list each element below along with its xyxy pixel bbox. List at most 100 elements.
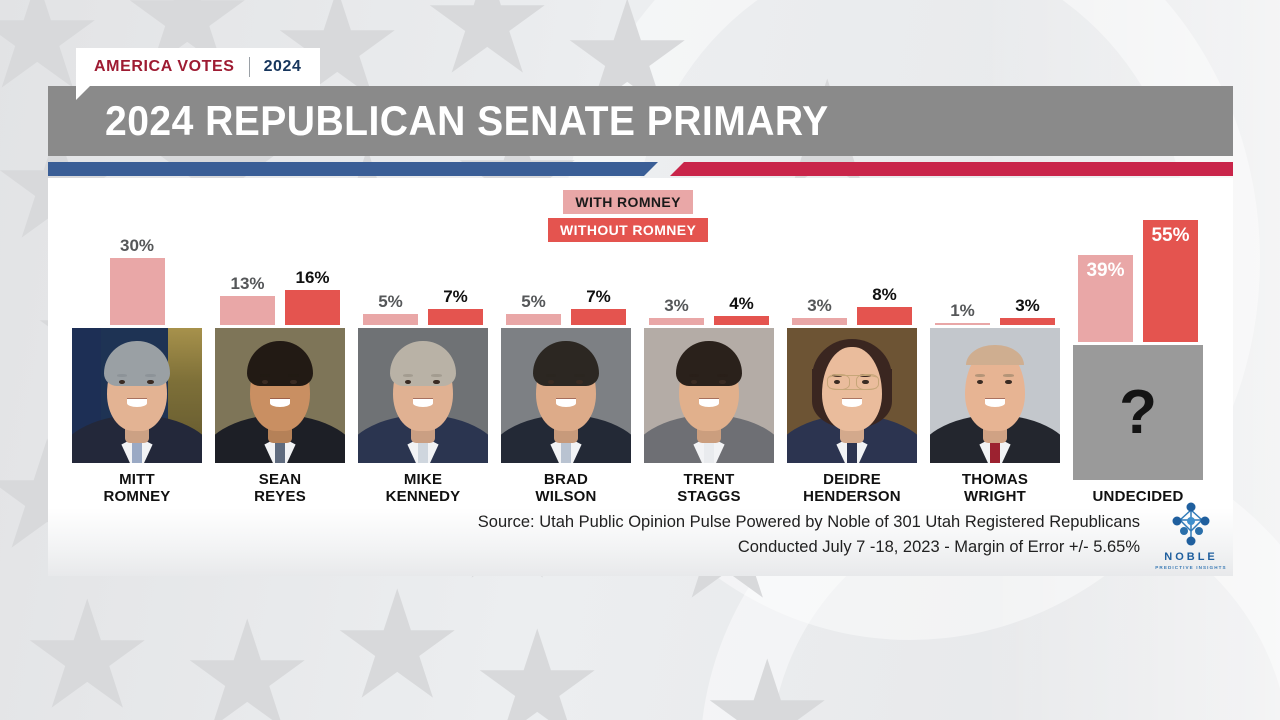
candidate-last-name: HENDERSON (803, 488, 901, 506)
noble-network-icon (1172, 502, 1210, 546)
bar-without-romney-deidre-henderson[interactable]: 8% (857, 189, 912, 326)
bar-group-undecided: 39% 55% (1073, 206, 1203, 343)
bar-with-romney-sean-reyes[interactable]: 13% (220, 189, 275, 326)
america-votes-label: AMERICA VOTES (94, 58, 235, 75)
portrait-brow (259, 373, 271, 377)
bar-rect-without-romney-mike-kennedy (428, 309, 483, 326)
source-note: Source: Utah Public Opinion Pulse Powere… (48, 510, 1148, 560)
thomas-wright-portrait (930, 328, 1060, 464)
portrait-hair (246, 340, 314, 387)
bar-rect-with-romney-thomas-wright (935, 323, 990, 326)
bar-without-romney-sean-reyes[interactable]: 16% (285, 189, 340, 326)
bar-value-with-romney-trent-staggs: 3% (664, 296, 689, 316)
portrait-eye (690, 379, 698, 385)
candidate-last-name: STAGGS (677, 488, 741, 506)
bar-value-with-romney-sean-reyes: 13% (230, 274, 265, 294)
portrait-brow (1003, 373, 1014, 377)
bar-value-without-romney-brad-wilson: 7% (586, 287, 611, 307)
portrait-hair (675, 340, 743, 387)
candidate-first-name: MIKE (403, 471, 443, 489)
bar-without-romney-trent-staggs[interactable]: 4% (714, 189, 769, 326)
bar-value-with-romney-mike-kennedy: 5% (378, 292, 403, 312)
bar-without-romney-thomas-wright[interactable]: 3% (1000, 189, 1055, 326)
bar-with-romney-brad-wilson[interactable]: 5% (506, 189, 561, 326)
bar-value-with-romney-undecided: 39% (1086, 260, 1125, 282)
accent-rule (48, 160, 1233, 178)
candidate-columns: 30% MITT ROMNEY 13% 16% SEAN REYES 5% 7% MIKE KENN… (72, 186, 1234, 506)
bar-value-without-romney-mike-kennedy: 7% (443, 287, 468, 307)
accent-rule-blue (48, 162, 658, 176)
bar-rect-without-romney-deidre-henderson (857, 307, 912, 326)
bar-with-romney-thomas-wright[interactable]: 1% (935, 189, 990, 326)
bar-without-romney-undecided[interactable]: 55% (1143, 206, 1198, 343)
page-title: 2024 REPUBLICAN SENATE PRIMARY (105, 97, 829, 144)
bar-without-romney-brad-wilson[interactable]: 7% (571, 189, 626, 326)
trent-staggs-portrait (644, 328, 774, 464)
bar-group-brad-wilson: 5% 7% (501, 189, 631, 326)
bar-with-romney-undecided[interactable]: 39% (1078, 206, 1133, 343)
candidate-name-undecided: UNDECIDED (1092, 488, 1184, 506)
bar-with-romney-deidre-henderson[interactable]: 3% (792, 189, 847, 326)
candidate-name-deidre-henderson: DEIDRE HENDERSON (803, 472, 901, 506)
portrait-tie (990, 441, 1000, 464)
bar-value-without-romney-thomas-wright: 3% (1015, 296, 1040, 316)
bar-value-with-romney-deidre-henderson: 3% (807, 296, 832, 316)
candidate-first-name: TRENT (683, 471, 735, 489)
bar-value-without-romney-undecided: 55% (1151, 225, 1190, 247)
bar-rect-with-romney-sean-reyes (220, 296, 275, 326)
trent-staggs-photo (644, 328, 774, 464)
portrait-smile (841, 398, 863, 407)
candidate-last-name: KENNEDY (385, 488, 461, 506)
bar-group-sean-reyes: 13% 16% (215, 189, 345, 326)
background-star-icon: ★ (700, 631, 835, 720)
bar-value-without-romney-trent-staggs: 4% (729, 294, 754, 314)
candidate-column-undecided: 39% 55%? UNDECIDED (1073, 206, 1203, 506)
bar-without-romney-mike-kennedy[interactable]: 7% (428, 189, 483, 326)
tag-notch (76, 86, 90, 100)
portrait-brow (717, 373, 728, 377)
bar-with-romney-mike-kennedy[interactable]: 5% (363, 189, 418, 326)
candidate-column-brad-wilson: 5% 7% BRAD WILSON (501, 189, 631, 506)
bar-value-with-romney-mitt-romney: 30% (119, 236, 155, 256)
portrait-brow (145, 373, 156, 377)
portrait-brow (574, 373, 585, 377)
portrait-eye (261, 379, 269, 385)
candidate-first-name: UNDECIDED (1092, 488, 1184, 506)
mike-kennedy-portrait (358, 328, 488, 464)
bar-rect-with-romney-brad-wilson (506, 314, 561, 326)
chart-legend: WITH ROMNEY WITHOUT ROMNEY (548, 190, 709, 242)
portrait-brow (974, 373, 986, 377)
candidate-column-mike-kennedy: 5% 7% MIKE KENNEDY (358, 189, 488, 506)
election-year-label: 2024 (263, 58, 302, 75)
portrait-eye (118, 379, 126, 385)
noble-logo: NOBLE PREDICTIVE INSIGHTS (1152, 500, 1230, 570)
undecided-placeholder: ? (1073, 345, 1203, 481)
sean-reyes-photo (215, 328, 345, 464)
portrait-hair (532, 340, 600, 387)
legend-item-without-romney: WITHOUT ROMNEY (548, 218, 709, 242)
portrait-tie (275, 441, 285, 464)
bar-with-romney-mitt-romney[interactable]: 30% (109, 189, 165, 326)
portrait-eye (147, 379, 154, 385)
background-star-icon: ★ (20, 571, 155, 720)
america-votes-tag: AMERICA VOTES 2024 (76, 48, 320, 86)
sean-reyes-portrait (215, 328, 345, 464)
background-star-icon: ★ (470, 601, 605, 720)
bar-with-romney-trent-staggs[interactable]: 3% (649, 189, 704, 326)
portrait-smile (269, 398, 291, 407)
portrait-tie (132, 441, 142, 464)
portrait-brow (688, 373, 700, 377)
candidate-column-deidre-henderson: 3% 8% DEIDRE HENDERSON (787, 189, 917, 506)
bar-value-with-romney-brad-wilson: 5% (521, 292, 546, 312)
bar-group-mitt-romney: 30% (72, 189, 202, 326)
candidate-name-brad-wilson: BRAD WILSON (535, 472, 596, 506)
mitt-romney-photo (72, 328, 202, 464)
bar-group-thomas-wright: 1% 3% (930, 189, 1060, 326)
portrait-hair (389, 340, 457, 387)
portrait-eye (404, 379, 412, 385)
bar-rect-with-romney-mike-kennedy (363, 314, 418, 326)
portrait-smile (412, 398, 434, 407)
footer-panel (48, 508, 1233, 576)
bar-rect-with-romney-mitt-romney (109, 258, 165, 326)
candidate-name-thomas-wright: THOMAS WRIGHT (962, 472, 1028, 506)
